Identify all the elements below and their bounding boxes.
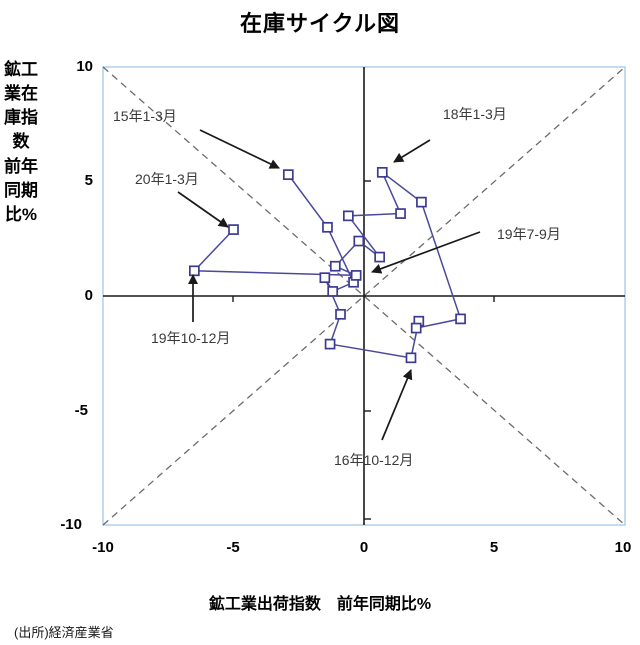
annotation-19q3: 19年7-9月 xyxy=(497,226,561,242)
page-title: 在庫サイクル図 xyxy=(240,11,400,36)
annotation-arrows xyxy=(177,129,481,441)
y-tick-label-10: 10 xyxy=(76,58,93,75)
arrow-16q4 xyxy=(381,369,413,441)
annotation-16q4: 16年10-12月 xyxy=(334,452,414,468)
arrow-20q1 xyxy=(177,191,229,228)
data-point-marker: 18年1-3月 (0.7, 5.4) xyxy=(376,166,388,178)
annotation-15q1: 15年1-3月 xyxy=(113,108,177,124)
annotation-20q1: 20年1-3月 xyxy=(135,171,199,187)
diagonal-down-reference-line xyxy=(102,66,626,526)
data-point-marker: 18年7-9月 (-0.6, 3.5) xyxy=(342,210,354,222)
data-point-marker: 20年1-3月 (-5, 2.9) xyxy=(228,224,239,235)
data-point-marker: 15年1-3月 (-2.9, 5.3) xyxy=(282,169,294,180)
y-tick-label-5: 5 xyxy=(84,172,93,189)
x-tick-label-0: 0 xyxy=(359,539,369,556)
data-point-marker: 19年7-9月 (-0.3, 0.9) xyxy=(350,270,362,281)
x-tick-label-10: 10 xyxy=(614,539,632,556)
data-point-marker: 19年1-3月 (-0.2, 2.4) xyxy=(353,235,365,247)
diagonal-up-reference-line xyxy=(102,66,626,526)
arrow-19q3 xyxy=(371,231,481,274)
data-point-marker: 17年7-9月 (3.7, -1) xyxy=(455,313,466,325)
y-tick-label-neg10: -10 xyxy=(60,516,82,533)
data-series-layer: 15年1-3月 (-2.9, 5.3)15年4-6月 (-1.4, 3)15年7… xyxy=(189,166,466,364)
data-point-marker: 17年10-12月 (2.2, 4.1) xyxy=(416,196,427,208)
annotation-18q1: 18年1-3月 xyxy=(443,106,507,122)
data-point-marker: 16年1-3月 (-1.5, 0.8) xyxy=(319,272,331,284)
y-tick-label-neg5: -5 xyxy=(74,402,88,419)
data-point-marker: 18年10-12月 (0.6, 1.7) xyxy=(374,251,386,263)
data-point-marker: 19年4-6月 (-1.1, 1.3) xyxy=(329,260,341,272)
x-axis-title: 鉱工業出荷指数 前年同期比% xyxy=(208,596,432,613)
data-point-marker: 16年4-6月 (-0.9, -0.8) xyxy=(335,308,346,320)
data-point-marker: 16年10-12月 (1.8, -2.7) xyxy=(405,352,417,364)
data-point-marker: 18年4-6月 (1.4, 3.6) xyxy=(395,208,406,219)
x-tick-label-neg5: -5 xyxy=(226,539,240,556)
x-tick-label-5: 5 xyxy=(489,539,499,556)
source-note: (出所)経済産業省 xyxy=(14,625,114,640)
arrow-18q1 xyxy=(393,139,431,163)
y-axis-title: 鉱工業在庫指数 前年同期比% xyxy=(4,60,47,224)
data-point-marker: 19年10-12月 (-6.5, 1.1) xyxy=(189,265,200,277)
data-point-marker: 15年4-6月 (-1.4, 3) xyxy=(322,221,333,233)
arrow-15q1 xyxy=(199,129,280,169)
data-point-marker: 15年10-12月 (-1.2, 0.2) xyxy=(327,286,339,297)
x-tick-label-neg10: -10 xyxy=(92,539,114,556)
y-tick-label-0: 0 xyxy=(84,287,93,304)
data-point-marker: 16年7-9月 (-1.3, -2.1) xyxy=(324,338,336,350)
annotation-19q4: 19年10-12月 xyxy=(151,330,231,346)
data-point-marker: 17年4-6月 (2, -1.4) xyxy=(410,322,422,334)
